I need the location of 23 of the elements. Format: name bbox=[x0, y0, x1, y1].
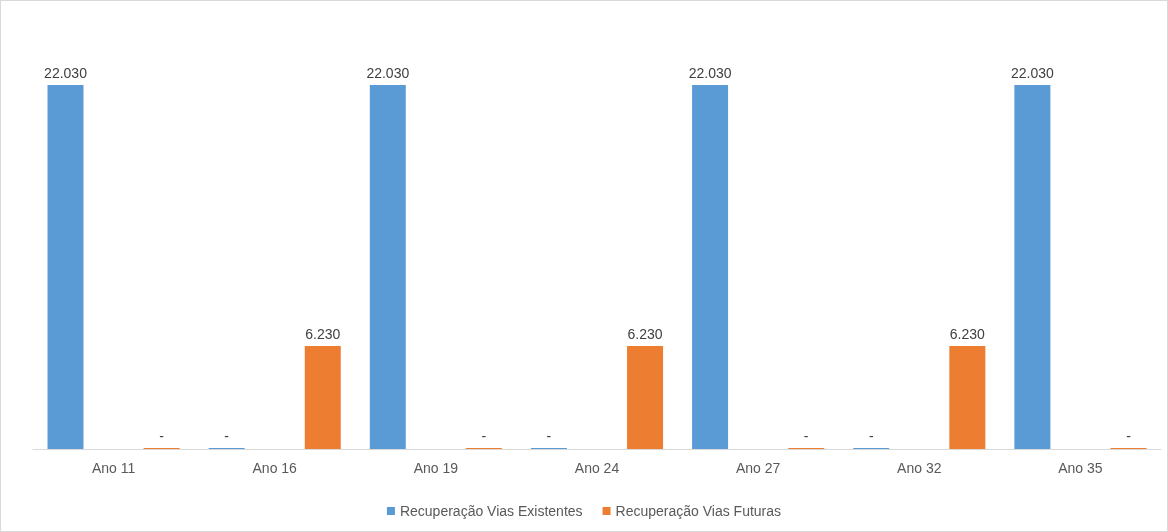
legend-label: Recuperação Vias Existentes bbox=[399, 503, 583, 519]
data-label: 6.230 bbox=[627, 326, 663, 343]
data-label: - bbox=[1126, 428, 1132, 444]
x-tick-label: Ano 16 bbox=[252, 460, 298, 476]
x-tick-label: Ano 11 bbox=[91, 460, 136, 476]
legend-label: Recuperação Vias Futuras bbox=[615, 503, 782, 519]
x-tick-label: Ano 32 bbox=[897, 460, 942, 476]
data-label: 22.030 bbox=[1010, 65, 1054, 81]
data-label: - bbox=[159, 428, 165, 444]
data-label: 22.030 bbox=[366, 65, 410, 81]
data-label: - bbox=[803, 428, 809, 444]
x-tick-label: Ano 24 bbox=[574, 460, 620, 476]
x-tick-label: Ano 35 bbox=[1058, 460, 1103, 476]
data-label: 22.030 bbox=[688, 65, 732, 81]
x-tick-label: Ano 27 bbox=[735, 460, 781, 476]
data-label: - bbox=[224, 428, 230, 444]
data-label: - bbox=[868, 428, 874, 444]
x-tick-label: Ano 19 bbox=[413, 460, 459, 476]
data-label: 6.230 bbox=[305, 326, 341, 343]
data-label: 22.030 bbox=[44, 65, 88, 81]
data-label: 6.230 bbox=[949, 326, 986, 343]
data-label: - bbox=[481, 428, 487, 444]
data-label: - bbox=[546, 428, 552, 444]
